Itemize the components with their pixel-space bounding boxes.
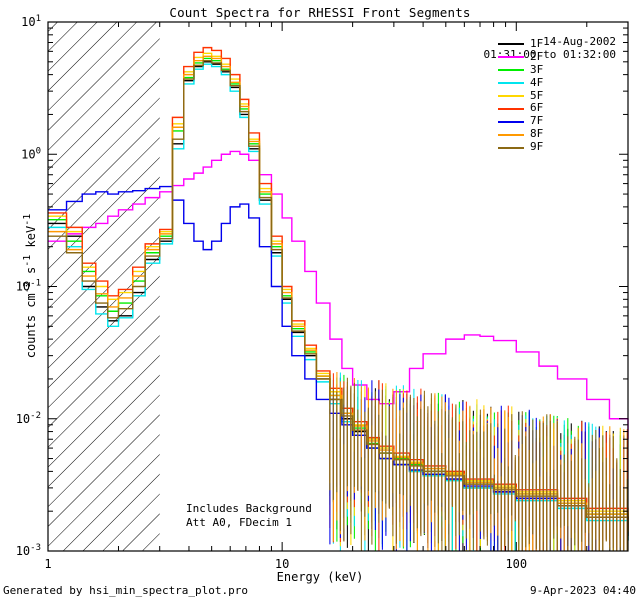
legend-swatch-1f xyxy=(498,43,524,46)
legend-swatch-2f xyxy=(498,56,524,59)
footer-generator-text: Generated by hsi_min_spectra_plot.pro xyxy=(3,584,249,597)
y-tick-label: 100 xyxy=(21,146,41,161)
series-noise-9f xyxy=(329,374,628,551)
x-tick-label: 10 xyxy=(275,557,289,571)
series-noise-7f xyxy=(329,380,628,551)
y-tick-exponent: -1 xyxy=(30,279,41,289)
plot-note-annotation: Includes Background Att A0, FDecim 1 xyxy=(186,502,312,530)
legend-item-6f: 6F xyxy=(498,102,543,115)
legend-label-1f: 1F xyxy=(530,37,544,50)
series-line-2f xyxy=(48,150,629,440)
legend-label-5f: 5F xyxy=(530,88,544,102)
y-tick-exponent: -2 xyxy=(30,411,41,421)
x-tick-label: 1 xyxy=(44,557,51,571)
legend-swatch-8f xyxy=(498,133,524,136)
legend-swatch-3f xyxy=(498,69,524,72)
legend-label-3f: 3F xyxy=(530,62,544,76)
series-noise-3f xyxy=(329,374,628,551)
legend-label-6f: 6F xyxy=(530,101,544,115)
legend-item-3f: 3F xyxy=(498,62,544,77)
y-tick-label: 10-2 xyxy=(16,411,41,426)
legend-label-4f: 4F xyxy=(530,75,544,89)
y-tick-exponent: 0 xyxy=(36,146,41,156)
legend-label-2f: 2F xyxy=(530,49,544,63)
legend-item-5f: 5F xyxy=(498,88,544,103)
legend-item-2f: 2F xyxy=(498,49,544,64)
legend-item-8f: 8F xyxy=(498,127,544,141)
legend-item-7f: 7F xyxy=(498,114,544,128)
y-tick-exponent: -3 xyxy=(30,543,41,553)
legend-label-9f: 9F xyxy=(530,140,544,154)
footer-timestamp: 9-Apr-2023 04:40 xyxy=(530,584,636,597)
legend: 1F 2F 3F 4F 5F 6F 7F 8F 9F xyxy=(498,37,544,154)
y-tick-label: 10-3 xyxy=(16,543,41,558)
note-line-2: Att A0, FDecim 1 xyxy=(186,516,292,529)
legend-swatch-6f xyxy=(498,107,524,110)
series-noise-5f xyxy=(329,379,628,551)
legend-item-9f: 9F xyxy=(498,140,544,154)
legend-label-8f: 8F xyxy=(530,127,544,141)
series-noise-1f xyxy=(329,377,628,551)
legend-swatch-5f xyxy=(498,95,524,97)
x-axis-label: Energy (keV) xyxy=(276,570,364,584)
chart-title: Count Spectra for RHESSI Front Segments xyxy=(169,5,471,20)
y-tick-exponent: 1 xyxy=(36,14,41,24)
note-line-1: Includes Background xyxy=(186,502,312,515)
y-tick-label: 101 xyxy=(21,14,41,29)
legend-swatch-9f xyxy=(498,146,524,149)
legend-swatch-7f xyxy=(498,120,524,123)
x-tick-label: 100 xyxy=(505,557,527,571)
legend-item-4f: 4F xyxy=(498,75,544,90)
y-tick-label: 10-1 xyxy=(16,279,41,294)
annotation-date: 14-Aug-2002 xyxy=(543,35,616,48)
axis-ticks xyxy=(47,21,629,552)
legend-swatch-4f xyxy=(498,82,524,85)
legend-label-7f: 7F xyxy=(530,114,544,128)
legend-item-1f: 1F xyxy=(498,37,544,51)
